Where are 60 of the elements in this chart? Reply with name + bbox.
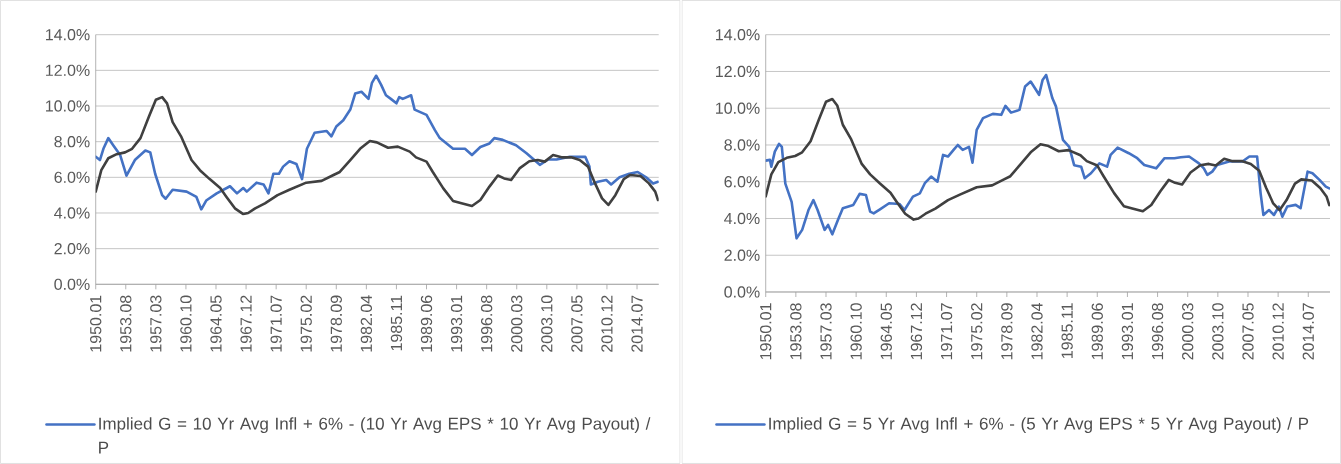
x-tick-label: 1971.07 [940, 303, 953, 360]
y-tick-label: 10.0% [46, 100, 90, 112]
x-tick-label: 1982.04 [360, 295, 373, 352]
x-tick-label: 1989.06 [420, 295, 433, 352]
x-tick-label: 1960.10 [180, 295, 192, 352]
x-tick-label: 2014.07 [631, 295, 643, 352]
y-tick-label: 2.0% [54, 242, 90, 255]
x-tick-label: 2010.12 [1272, 303, 1284, 360]
y-tick-label: 6.0% [724, 176, 760, 188]
y-tick-label: 0.0% [54, 278, 90, 290]
x-tick-label: 2007.05 [1242, 303, 1254, 360]
x-tick-label: 2003.10 [1212, 303, 1224, 360]
x-tick-label: 1950.01 [90, 295, 102, 352]
x-tick-label: 1957.03 [820, 303, 832, 360]
x-tick-label: 1975.02 [300, 295, 312, 352]
x-tick-label: 2010.12 [601, 295, 613, 352]
x-tick-label: 1957.03 [150, 295, 162, 352]
x-tick-label: 1967.12 [240, 295, 252, 352]
y-tick-label: 8.0% [724, 139, 760, 151]
x-tick-label: 2000.03 [1182, 303, 1194, 360]
y-tick-label: 12.0% [716, 65, 760, 78]
x-tick-label: 1975.02 [971, 303, 983, 360]
x-tick-label: 1967.12 [910, 303, 923, 360]
x-tick-label: 1953.08 [120, 295, 132, 352]
x-tick-label: 1978.09 [330, 295, 342, 352]
x-tick-label: 1950.01 [760, 303, 772, 360]
x-tick-label: 1996.08 [1151, 303, 1164, 360]
line-series [765, 97, 1331, 221]
x-tick-label: 1989.06 [1091, 303, 1103, 360]
x-tick-label: 1964.05 [880, 303, 892, 360]
x-tick-label: 1971.07 [270, 295, 282, 352]
y-tick-label: 2.0% [724, 249, 760, 261]
x-tick-label: 2000.03 [511, 295, 523, 352]
line-series [765, 73, 1331, 240]
legend-label: Implied G = 5 Yr Avg Infl + 6% - (5 Yr Avg EPS * 5 Yr Avg Payout) / P [769, 417, 1309, 434]
y-tick-label: 4.0% [724, 212, 760, 225]
x-tick-label: 1960.10 [850, 303, 862, 360]
y-tick-label: 14.0% [46, 29, 90, 41]
x-tick-label: 1996.08 [481, 295, 493, 352]
x-tick-label: 1964.05 [210, 295, 222, 352]
x-tick-label: 2007.05 [571, 295, 583, 352]
y-tick-label: 10.0% [716, 102, 760, 114]
x-tick-label: 2003.10 [541, 295, 553, 352]
legend-label: Implied G = 10 Yr Avg Infl + 6% - (10 Yr Avg EPS * 10 Yr Avg Payout) / P [99, 417, 651, 454]
x-tick-label: 1978.09 [1001, 303, 1013, 360]
x-tick-label: 1993.01 [450, 295, 463, 352]
y-tick-label: 6.0% [54, 171, 90, 183]
x-tick-label: 2014.07 [1302, 303, 1314, 360]
y-tick-label: 12.0% [46, 64, 90, 77]
x-tick-label: 1985.11 [390, 295, 403, 351]
x-tick-label: 1953.08 [790, 303, 802, 360]
line-series [95, 74, 659, 211]
x-tick-label: 1993.01 [1121, 303, 1134, 360]
y-tick-label: 14.0% [716, 29, 760, 41]
x-tick-label: 1982.04 [1031, 303, 1043, 360]
x-tick-label: 1985.11 [1061, 303, 1073, 358]
y-tick-label: 4.0% [54, 207, 90, 219]
line-series [95, 95, 659, 216]
y-tick-label: 0.0% [724, 286, 760, 298]
y-tick-label: 8.0% [54, 136, 90, 148]
